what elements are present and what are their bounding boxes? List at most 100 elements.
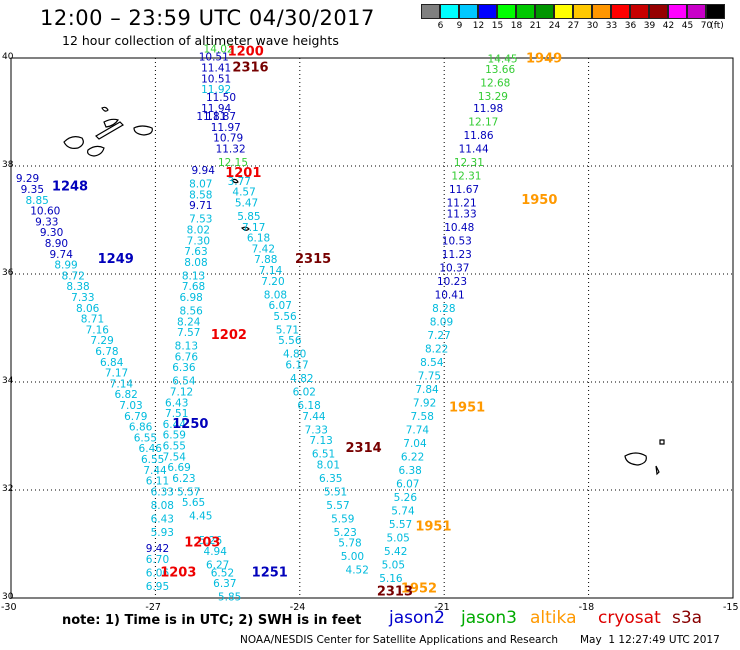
wave-height-value: 8.56 xyxy=(179,306,203,318)
wave-height-value: 6.38 xyxy=(398,465,421,477)
wave-height-value: 6.69 xyxy=(167,462,190,474)
wave-height-value: 8.71 xyxy=(81,314,104,326)
wave-height-value: 5.57 xyxy=(326,500,349,512)
pass-time-labels: 1200 2316 1949 1248 1201 1950 1249 2315 1202 1951… xyxy=(52,44,562,599)
island-graciosa xyxy=(101,106,109,112)
pass-time-label: 1202 xyxy=(211,328,247,343)
wave-height-value: 7.74 xyxy=(406,424,430,436)
longitude-label: -24 xyxy=(289,602,306,613)
pass-time-label: 1248 xyxy=(52,179,88,194)
wave-height-value: 6.22 xyxy=(401,451,424,463)
wave-height-value: 6.70 xyxy=(146,554,169,566)
wave-height-value: 6.43 xyxy=(165,397,188,409)
wave-height-value: 7.75 xyxy=(418,370,441,382)
wave-height-value: 7.42 xyxy=(252,243,275,255)
wave-height-value: 6.33 xyxy=(151,486,174,498)
wave-height-value: 5.51 xyxy=(324,486,347,498)
scale-label: 12 xyxy=(472,21,485,31)
wave-height-value: 7.54 xyxy=(163,451,187,463)
wave-height-value: 13.29 xyxy=(478,91,508,103)
satellite-legend-s3a: s3a xyxy=(672,608,703,628)
wave-height-value: 5.16 xyxy=(379,573,403,585)
wave-height-value: 8.07 xyxy=(189,179,212,191)
wave-height-value: 12.15 xyxy=(218,157,248,169)
wave-height-value: 6.95 xyxy=(146,581,169,593)
wave-height-value: 8.02 xyxy=(187,225,210,237)
scale-swatch-12 xyxy=(478,4,497,19)
wave-height-value: 5.23 xyxy=(333,527,356,539)
wave-height-value: 6.11 xyxy=(146,476,169,488)
pass-time-label: 1201 xyxy=(225,166,261,181)
scale-swatch-42 xyxy=(668,4,687,19)
scale-swatch-9 xyxy=(459,4,478,19)
island-terceira xyxy=(87,145,105,157)
wave-height-value: 10.51 xyxy=(199,52,229,64)
wave-height-value: 7.17 xyxy=(242,222,265,234)
wave-height-value: 8.38 xyxy=(66,281,89,293)
pass-time-label: 1951 xyxy=(415,520,451,535)
wave-height-value: 8.72 xyxy=(62,270,85,282)
wave-height-value: 6.07 xyxy=(269,300,292,312)
wave-height-value: 7.29 xyxy=(90,335,113,347)
wave-height-value: 6.52 xyxy=(211,567,234,579)
wave-height-value: 7.33 xyxy=(71,292,94,304)
wave-height-value: 12.68 xyxy=(480,78,510,90)
wave-height-value: 10.23 xyxy=(437,276,467,288)
wave-height-value: 8.01 xyxy=(317,459,340,471)
wave-height-value: 5.57 xyxy=(389,519,412,531)
island-flores xyxy=(63,136,84,149)
wave-height-value: 7.53 xyxy=(189,214,212,226)
wave-height-value: 7.04 xyxy=(403,438,427,450)
longitude-label: -18 xyxy=(578,602,595,613)
scale-label: 21 xyxy=(529,21,542,31)
wave-height-value: 11.50 xyxy=(206,92,236,104)
scale-swatch-45 xyxy=(687,4,706,19)
islet-santa-maria xyxy=(231,178,239,184)
wave-height-value: 11.41 xyxy=(201,63,231,75)
wave-height-value: 6.06 xyxy=(146,567,170,579)
wave-height-value: 6.37 xyxy=(213,578,236,590)
wave-height-value: 6.07 xyxy=(396,478,419,490)
scale-swatch-15 xyxy=(497,4,516,19)
wave-height-value: 6.84 xyxy=(100,357,124,369)
wave-height-value: 11.67 xyxy=(449,184,479,196)
wave-height-value: 9.30 xyxy=(40,227,63,239)
wave-height-value: 10.79 xyxy=(213,133,243,145)
wave-height-value: 8.09 xyxy=(430,316,453,328)
wave-height-value: 7.14 xyxy=(259,265,283,277)
island-pico xyxy=(103,118,119,128)
wave-height-value: 8.90 xyxy=(45,238,68,250)
scale-swatch-18 xyxy=(516,4,535,19)
scale-label: 9 xyxy=(456,21,463,31)
pass-time-label: 2313 xyxy=(377,584,413,599)
pass-time-label: 1200 xyxy=(228,44,264,59)
wave-height-value: 4.82 xyxy=(290,373,313,385)
island-sao-jorge xyxy=(95,121,124,140)
wave-height-value: 7.16 xyxy=(86,324,110,336)
scale-swatch-36 xyxy=(630,4,649,19)
longitude-label: -30 xyxy=(1,602,17,613)
wave-height-value: 8.22 xyxy=(425,343,448,355)
wave-height-value: 5.93 xyxy=(151,527,174,539)
wave-height-value: 7.27 xyxy=(427,330,450,342)
wave-height-value: 6.55 xyxy=(141,454,164,466)
wave-height-value: 9.42 xyxy=(146,543,169,555)
wave-height-value: 6.86 xyxy=(129,422,153,434)
wave-height-value: 4.45 xyxy=(189,511,212,523)
wave-height-value: 7.44 xyxy=(302,411,326,423)
wave-height-value: 12.31 xyxy=(454,157,484,169)
wave-height-value: 7.13 xyxy=(309,435,332,447)
scale-label: 39 xyxy=(643,21,656,31)
wave-height-value: 5.71 xyxy=(276,324,299,336)
wave-height-value: 6.27 xyxy=(206,559,229,571)
wave-height-value: 7.33 xyxy=(305,424,328,436)
credit-line: NOAA/NESDIS Center for Satellite Applica… xyxy=(240,634,558,646)
footnote: note: 1) Time is in UTC; 2) SWH is in fe… xyxy=(62,613,362,628)
wave-height-value: 12.17 xyxy=(468,117,498,129)
wave-height-value: 7.84 xyxy=(415,384,439,396)
wave-height-value: 6.35 xyxy=(319,473,342,485)
wave-height-value: 9.35 xyxy=(21,184,44,196)
scale-label: 45 xyxy=(681,21,694,31)
wave-height-value: 9.33 xyxy=(35,216,58,228)
wave-height-value: 5.74 xyxy=(391,505,415,517)
